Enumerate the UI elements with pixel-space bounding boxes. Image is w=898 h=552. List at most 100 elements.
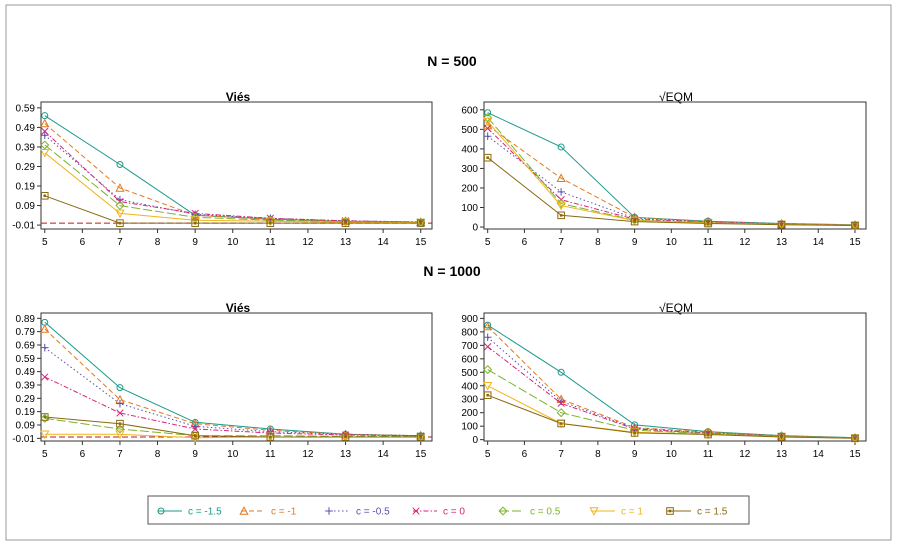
marker-fill [780, 435, 783, 439]
series-line [487, 326, 856, 439]
data-point [116, 219, 124, 227]
marker-fill [419, 435, 423, 439]
x-tick-label: 6 [522, 237, 528, 248]
data-point [265, 431, 275, 441]
data-point [266, 433, 275, 441]
data-point [40, 324, 50, 333]
data-point [40, 191, 49, 200]
y-tick-label: 0.29 [16, 162, 36, 173]
data-point [483, 117, 493, 127]
x-tick-label: 7 [117, 237, 123, 248]
x-tick-label: 12 [739, 237, 751, 248]
series-line [44, 417, 421, 438]
x-tick-label: 10 [666, 237, 678, 248]
x-tick-label: 7 [558, 449, 564, 460]
series-line [487, 324, 856, 439]
data-point [40, 413, 50, 423]
panel-rmse-n500: √EQM 0 100 200 300 400 500 600 5 6 7 8 9 10 11 12 13 14 15 [461, 90, 867, 248]
data-point [484, 109, 492, 117]
data-point [851, 221, 859, 230]
data-point [777, 220, 786, 229]
data-point [40, 140, 50, 150]
data-point [703, 219, 713, 228]
y-tick-label: 700 [461, 341, 478, 352]
data-point [340, 218, 351, 228]
series-line [44, 144, 421, 223]
x-tick-label: 10 [227, 449, 239, 460]
x-tick-label: 14 [813, 237, 825, 248]
plot-frame [40, 312, 433, 442]
x-tick-label: 14 [378, 237, 390, 248]
marker-fill [633, 220, 636, 223]
data-point [266, 429, 274, 437]
data-point [416, 218, 426, 228]
data-point [484, 124, 492, 133]
data-point [851, 434, 859, 443]
y-tick-label: 0.19 [16, 407, 36, 418]
data-point [116, 384, 124, 392]
data-point [190, 216, 200, 226]
data-point [630, 217, 639, 226]
x-tick-label: 5 [485, 449, 491, 460]
panel-bias-n500: Viés -0.01 0.09 0.19 0.29 0.39 0.49 0.59 5 6 7 8 9 10… [12, 90, 433, 248]
y-tick-label: 0.39 [16, 142, 36, 153]
x-tick-label: 10 [666, 449, 678, 460]
x-tick-label: 15 [849, 449, 861, 460]
x-tick-label: 11 [703, 449, 714, 460]
x-tick-label: 6 [522, 449, 528, 460]
panel-bias-n1000: Viés -0.01 0.09 0.19 0.29 0.39 0.49 0.59 0.69 0.7… [12, 301, 433, 460]
marker-fill [559, 422, 563, 425]
section-title-n1000: N = 1000 [423, 263, 480, 279]
series-line [44, 416, 421, 438]
data-point [498, 506, 508, 516]
x-tick-label: 13 [340, 237, 352, 248]
x-tick-label: 12 [302, 237, 314, 248]
legend-item: c = -1 [239, 506, 297, 518]
marker-fill [633, 431, 636, 435]
legend-label: c = -1 [271, 507, 297, 518]
x-tick-label: 13 [776, 237, 788, 248]
x-tick-label: 7 [558, 237, 564, 248]
legend-label: c = 0 [443, 507, 465, 518]
data-point [557, 188, 565, 196]
data-point [666, 507, 674, 515]
series-line [44, 195, 421, 224]
data-point [115, 201, 125, 211]
marker-fill [559, 214, 563, 217]
plot-frame [40, 101, 433, 230]
x-tick-label: 8 [595, 237, 601, 248]
marker-fill [269, 221, 272, 225]
series-line [44, 130, 421, 223]
x-tick-label: 15 [415, 449, 427, 460]
legend-item: c = 1.5 [666, 507, 728, 518]
plot-frame [483, 101, 867, 230]
data-point [190, 212, 200, 222]
data-point [704, 430, 712, 439]
data-point [40, 131, 49, 140]
y-tick-label: 500 [461, 125, 478, 136]
y-tick-label: 600 [461, 354, 478, 365]
legend-item: c = 1 [589, 507, 643, 518]
data-point [191, 219, 199, 227]
x-tick-label: 9 [192, 237, 198, 248]
data-point [115, 209, 125, 219]
data-point [556, 173, 566, 182]
x-tick-label: 5 [485, 237, 491, 248]
marker-fill [118, 422, 122, 425]
y-tick-label: 0.49 [16, 367, 36, 378]
y-tick-label: 0.19 [16, 182, 36, 193]
data-point [191, 431, 199, 440]
legend-item: c = -0.5 [325, 507, 390, 518]
data-point [483, 153, 492, 162]
legend-item: c = 0 [412, 507, 465, 518]
y-tick-label: 900 [461, 314, 478, 325]
x-tick-label: 14 [813, 449, 825, 460]
marker-fill [269, 435, 272, 439]
data-point [557, 211, 565, 220]
data-point [556, 408, 566, 418]
y-tick-label: 0.89 [16, 314, 36, 325]
series-line [44, 134, 421, 223]
x-tick-label: 14 [378, 449, 390, 460]
x-tick-label: 5 [42, 449, 48, 460]
data-point [40, 413, 49, 421]
